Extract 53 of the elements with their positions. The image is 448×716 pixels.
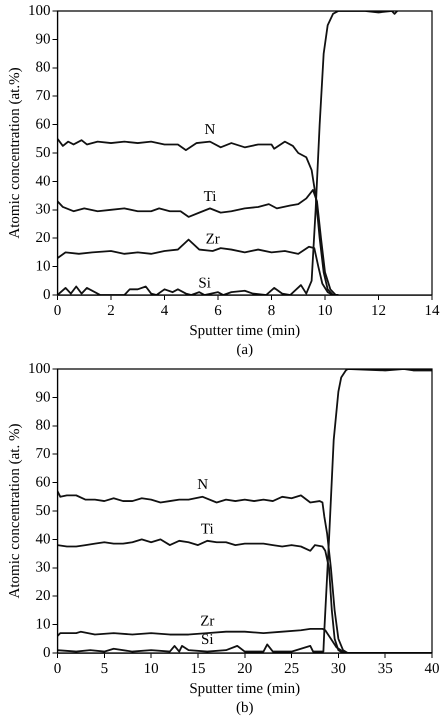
series-label: Ti xyxy=(200,521,214,538)
series-label: Si xyxy=(201,632,214,648)
series-label: Zr xyxy=(206,231,220,248)
x-tick-label: 4 xyxy=(160,302,169,319)
x-tick-label: 14 xyxy=(424,302,440,319)
y-tick-label: 60 xyxy=(36,116,50,133)
y-tick-label: 20 xyxy=(36,588,50,604)
series-label: N xyxy=(197,477,208,494)
text: (a) xyxy=(236,342,254,358)
y-tick-label: 90 xyxy=(36,389,50,406)
y-tick-label: 50 xyxy=(36,502,50,519)
x-tick-label: 2 xyxy=(107,302,115,319)
y-tick-label: 20 xyxy=(36,230,50,246)
y-tick-label: 50 xyxy=(36,144,50,161)
text: (b) xyxy=(236,700,254,716)
x-tick-label: 12 xyxy=(371,302,386,319)
x-tick-label: 30 xyxy=(330,660,346,677)
y-tick-label: 40 xyxy=(36,173,50,190)
x-axis-title: Sputter time (min) xyxy=(189,680,300,697)
x-tick-label: 25 xyxy=(284,660,300,677)
x-tick-label: 5 xyxy=(100,660,108,677)
x-tick-label: 0 xyxy=(54,302,62,319)
x-tick-label: 35 xyxy=(378,660,393,677)
y-tick-label: 10 xyxy=(36,258,50,275)
x-tick-label: 8 xyxy=(268,302,276,319)
y-axis-title: Atomic concentration (at. %) xyxy=(6,424,23,598)
series-label: Ti xyxy=(204,188,216,205)
series-label: Zr xyxy=(200,614,214,630)
y-tick-label: 0 xyxy=(43,286,50,303)
y-tick-label: 10 xyxy=(36,616,50,633)
x-axis-title: Sputter time (min) xyxy=(189,322,300,339)
y-tick-label: 70 xyxy=(36,446,50,462)
y-tick-label: 80 xyxy=(36,418,50,434)
x-tick-label: 15 xyxy=(190,660,206,677)
series-label: Si xyxy=(198,275,211,292)
x-tick-label: 40 xyxy=(424,660,440,677)
y-tick-label: 30 xyxy=(36,560,50,576)
x-tick-label: 10 xyxy=(318,302,332,319)
y-tick-label: 100 xyxy=(28,360,50,377)
y-tick-label: 100 xyxy=(28,2,50,19)
y-tick-label: 90 xyxy=(36,31,50,48)
y-tick-label: 0 xyxy=(43,644,50,661)
x-tick-label: 10 xyxy=(144,660,159,677)
y-tick-label: 80 xyxy=(36,60,50,76)
y-tick-label: 30 xyxy=(36,202,50,218)
y-tick-label: 40 xyxy=(36,531,50,548)
x-tick-label: 20 xyxy=(237,660,252,677)
x-tick-label: 6 xyxy=(214,302,222,319)
series-label: N xyxy=(204,122,216,138)
y-axis-title: Atomic concentration (at.%) xyxy=(6,67,23,239)
x-tick-label: 0 xyxy=(54,660,62,677)
y-tick-label: 60 xyxy=(36,474,50,491)
y-tick-label: 70 xyxy=(36,88,50,104)
